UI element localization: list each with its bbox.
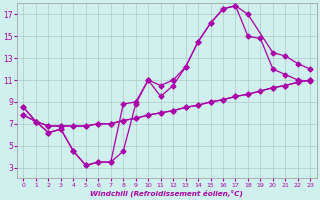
- X-axis label: Windchill (Refroidissement éolien,°C): Windchill (Refroidissement éolien,°C): [91, 189, 243, 197]
